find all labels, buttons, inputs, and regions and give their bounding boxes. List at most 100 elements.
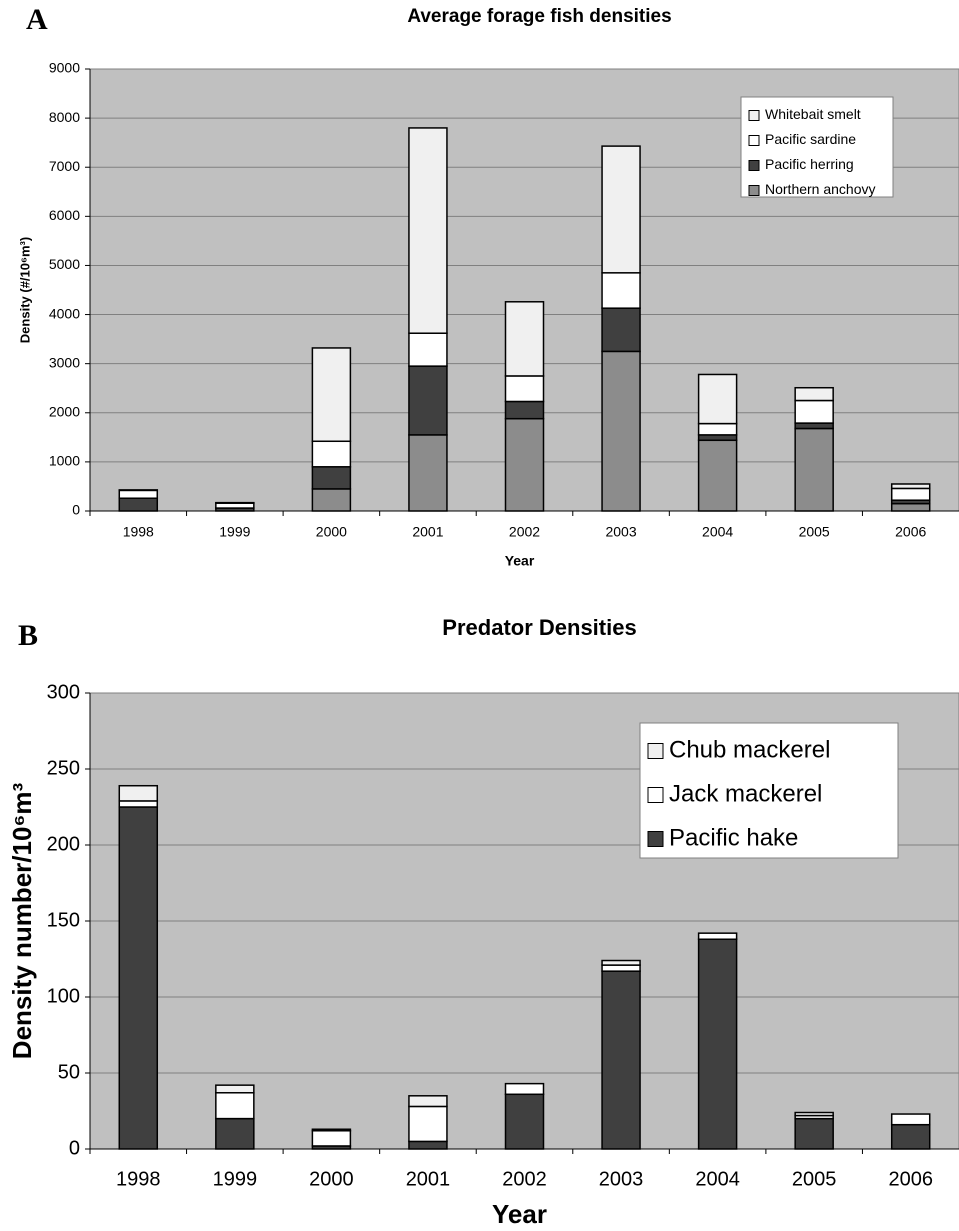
bar-segment	[794, 1111, 834, 1117]
bar-segment	[215, 1092, 255, 1120]
panel-label: B	[18, 619, 38, 652]
legend-label: Pacific hake	[669, 824, 798, 851]
y-tick-label: 3000	[49, 354, 80, 370]
legend-swatch	[647, 831, 664, 847]
x-tick-label: 2000	[309, 1168, 354, 1190]
bar-segment	[408, 1140, 448, 1150]
bar-segment	[697, 422, 738, 436]
bar-segment	[601, 272, 641, 309]
legend-swatch	[748, 185, 760, 196]
y-axis-title: Density number/10⁶m³	[7, 782, 37, 1059]
legend-label: Northern anchovy	[765, 181, 876, 197]
y-tick-label: 50	[58, 1061, 80, 1083]
bar-segment	[504, 301, 545, 377]
legend-swatch	[748, 110, 760, 121]
x-tick-label: 2003	[605, 524, 636, 540]
x-tick-label: 2000	[316, 524, 347, 540]
y-tick-label: 100	[47, 985, 80, 1007]
bar-segment	[311, 347, 352, 443]
y-tick-label: 200	[47, 833, 80, 855]
bar-segment	[311, 466, 352, 490]
y-tick-label: 250	[47, 757, 80, 779]
bar-segment	[408, 434, 448, 512]
bar-segment	[408, 1095, 448, 1108]
legend-box	[639, 722, 899, 859]
x-tick-label: 1999	[219, 524, 250, 540]
bar-segment	[601, 350, 641, 512]
bar-segment	[118, 497, 159, 512]
bar-segment	[794, 1117, 834, 1150]
bar-segment	[601, 970, 641, 1150]
bar-segment	[601, 307, 641, 353]
bar-segment	[890, 1123, 931, 1150]
bar-segment	[601, 964, 641, 972]
bar-segment	[311, 1130, 352, 1147]
bar-segment	[794, 422, 834, 430]
y-tick-label: 4000	[49, 305, 80, 321]
bar-segment	[697, 434, 738, 442]
x-tick-label: 2002	[502, 1168, 547, 1190]
legend-swatch	[748, 135, 760, 146]
bar-segment	[890, 487, 931, 501]
x-tick-label: 1998	[116, 1168, 161, 1190]
y-tick-label: 150	[47, 909, 80, 931]
legend-label: Pacific sardine	[765, 131, 856, 147]
bar-segment	[697, 932, 738, 940]
bar-segment	[504, 1093, 545, 1150]
bar-segment	[794, 427, 834, 512]
x-tick-label: 2005	[799, 524, 830, 540]
y-tick-label: 6000	[49, 207, 80, 223]
y-tick-label: 0	[69, 1137, 80, 1159]
legend-swatch	[647, 743, 664, 759]
bar-segment	[697, 439, 738, 512]
bar-segment	[794, 386, 834, 402]
x-tick-label: 2003	[599, 1168, 644, 1190]
bar-segment	[504, 1082, 545, 1096]
bar-segment	[890, 1113, 931, 1126]
legend-label: Chub mackerel	[669, 736, 830, 763]
bar-segment	[118, 806, 159, 1150]
legend-label: Whitebait smelt	[765, 106, 861, 122]
x-tick-label: 2004	[695, 1168, 740, 1190]
bar-segment	[601, 959, 641, 966]
bar-segment	[408, 365, 448, 436]
panel-label: A	[26, 3, 48, 36]
legend-box	[740, 96, 894, 198]
x-tick-label: 2001	[406, 1168, 451, 1190]
y-axis-title: Density (#/10⁶m³)	[17, 237, 32, 343]
x-tick-label: 2001	[412, 524, 443, 540]
bar-segment	[890, 483, 931, 490]
x-tick-label: 2006	[895, 524, 926, 540]
bar-segment	[890, 502, 931, 512]
bar-segment	[697, 373, 738, 425]
bar-segment	[311, 440, 352, 468]
bar-segment	[504, 417, 545, 512]
x-tick-label: 2002	[509, 524, 540, 540]
legend-swatch	[647, 787, 664, 803]
legend-label: Jack mackerel	[669, 780, 822, 807]
y-tick-label: 0	[72, 502, 80, 518]
bar-segment	[504, 400, 545, 420]
bar-segment	[215, 1117, 255, 1150]
bar-segment	[408, 1105, 448, 1143]
x-axis-title: Year	[492, 1199, 547, 1229]
bar-segment	[118, 800, 159, 808]
bar-segment	[311, 488, 352, 512]
bar-segment	[118, 489, 159, 499]
legend-swatch	[748, 160, 760, 171]
y-tick-label: 5000	[49, 256, 80, 272]
chart-title: Average forage fish densities	[407, 6, 671, 27]
bar-segment	[601, 145, 641, 274]
x-tick-label: 2005	[792, 1168, 837, 1190]
bar-segment	[311, 1128, 352, 1132]
bar-segment	[215, 1084, 255, 1094]
legend-label: Pacific herring	[765, 156, 854, 172]
bar-segment	[504, 375, 545, 403]
y-tick-label: 300	[47, 681, 80, 703]
x-tick-label: 1998	[123, 524, 154, 540]
x-tick-label: 2006	[888, 1168, 933, 1190]
x-tick-label: 2004	[702, 524, 733, 540]
y-tick-label: 1000	[49, 453, 80, 469]
y-tick-label: 7000	[49, 158, 80, 174]
